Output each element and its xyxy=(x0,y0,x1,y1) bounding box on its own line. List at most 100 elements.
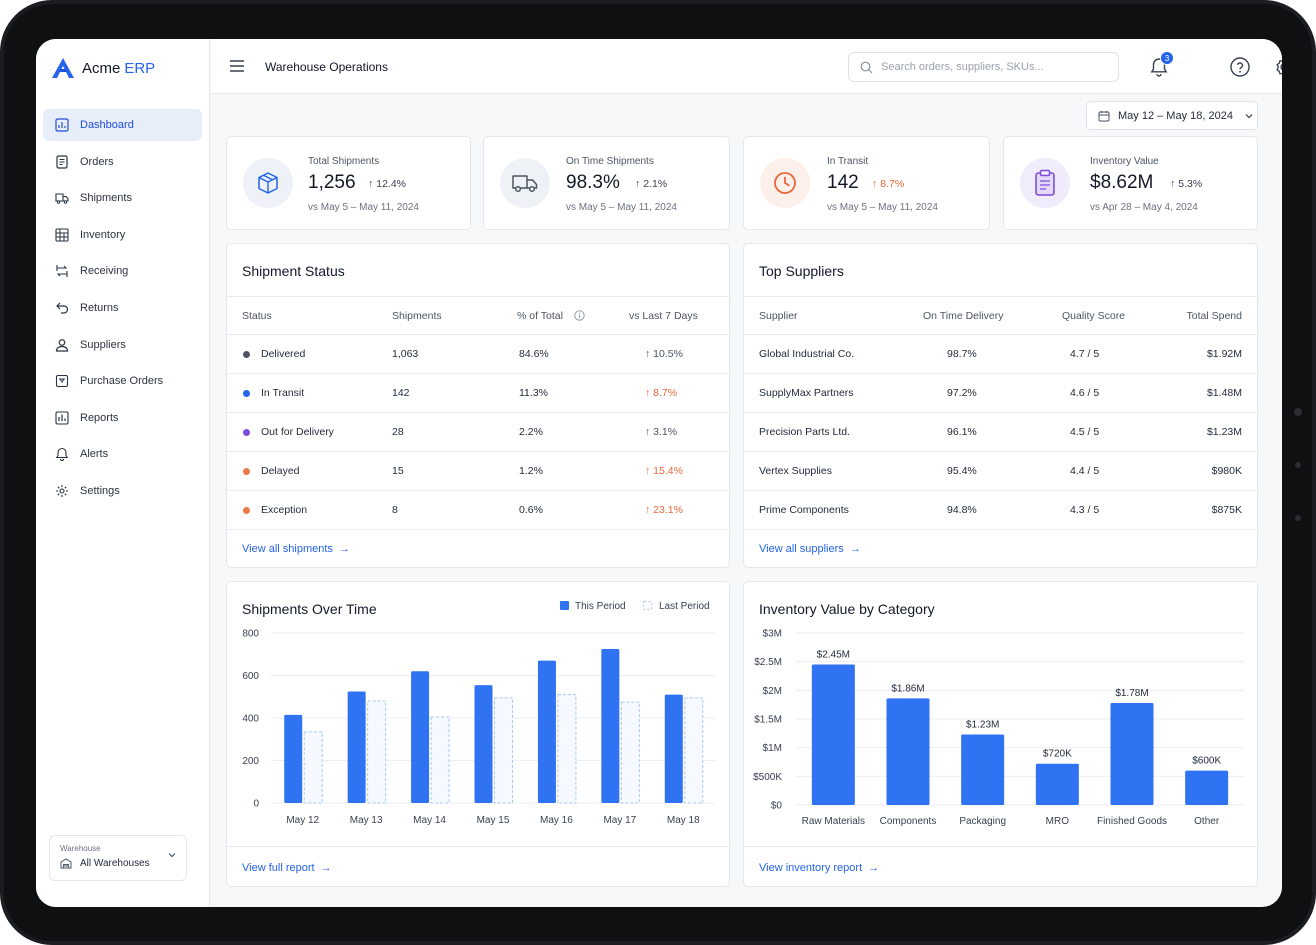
legend-label: This Period xyxy=(575,601,626,612)
arrow-up-icon: ↑ xyxy=(645,504,654,516)
table-row[interactable]: Global Industrial Co. 98.7% 4.7 / 5 $1.92M xyxy=(744,335,1257,374)
supplier-name: Precision Parts Ltd. xyxy=(759,426,851,438)
column-header[interactable]: Shipments xyxy=(392,310,442,322)
device-sensor xyxy=(1295,515,1301,521)
legend-swatch-last-period xyxy=(643,601,652,610)
table-row[interactable]: In Transit 142 11.3% ↑ 8.7% xyxy=(227,374,729,413)
search-box[interactable] xyxy=(848,52,1119,82)
gear-icon xyxy=(1276,59,1282,75)
view-inventory-report-link[interactable]: View inventory report → xyxy=(759,862,879,874)
on-time-delivery: 96.1% xyxy=(947,426,977,438)
bar-this-period xyxy=(411,671,430,803)
change-vs-last-7-days: ↑ 8.7% xyxy=(645,387,677,399)
link-label: View full report xyxy=(242,862,315,874)
status-name: Delivered xyxy=(261,348,306,360)
x-tick-label: Components xyxy=(880,816,937,827)
warehouse-selector[interactable]: Warehouse All Warehouses xyxy=(49,835,187,881)
table-header: Status Shipments % of Total vs Last 7 Da… xyxy=(227,296,729,335)
logo-icon xyxy=(52,58,74,78)
y-tick-label: $2M xyxy=(763,686,782,697)
help-button[interactable] xyxy=(1229,56,1251,78)
table-row[interactable]: SupplyMax Partners 97.2% 4.6 / 5 $1.48M xyxy=(744,374,1257,413)
change-vs-last-7-days: ↑ 15.4% xyxy=(645,465,683,477)
column-header[interactable]: Status xyxy=(242,310,272,322)
kpi-change-value: 5.3% xyxy=(1178,178,1203,190)
date-range-picker[interactable]: May 12 – May 18, 2024 xyxy=(1086,101,1258,130)
y-tick-label: $1.5M xyxy=(754,715,782,726)
view-all-suppliers-link[interactable]: View all suppliers → xyxy=(759,543,861,555)
brand-logo[interactable]: Acme ERP xyxy=(52,57,155,79)
table-row[interactable]: Delivered 1,063 84.6% ↑ 10.5% xyxy=(227,335,729,374)
x-tick-label: Packaging xyxy=(959,816,1006,827)
inventory-value-card: Inventory Value by Category $0 $500K $1M $1… xyxy=(743,581,1258,887)
status-name: Exception xyxy=(261,504,308,516)
sidebar-item-label: Purchase Orders xyxy=(80,375,164,388)
shipments-count: 15 xyxy=(392,465,404,477)
search-input[interactable] xyxy=(881,58,1111,76)
view-all-shipments-link[interactable]: View all shipments → xyxy=(242,543,350,555)
sidebar-item-alerts[interactable]: Alerts xyxy=(43,438,202,470)
warehouse-icon xyxy=(60,858,72,869)
notifications-button[interactable]: 3 xyxy=(1148,51,1174,78)
table-row[interactable]: Delayed 15 1.2% ↑ 15.4% xyxy=(227,452,729,491)
sidebar-item-dashboard[interactable]: Dashboard xyxy=(43,109,202,141)
column-header[interactable]: vs Last 7 Days xyxy=(629,310,698,322)
help-icon xyxy=(1230,57,1250,77)
info-icon[interactable] xyxy=(574,310,585,321)
settings-button[interactable] xyxy=(1273,56,1282,78)
x-tick-label: May 15 xyxy=(477,815,510,826)
sidebar-item-label: Settings xyxy=(80,484,120,497)
x-tick-label: May 18 xyxy=(667,815,700,826)
column-header[interactable]: Supplier xyxy=(759,310,798,322)
shipments-count: 142 xyxy=(392,387,410,399)
column-header[interactable]: Quality Score xyxy=(1062,310,1126,322)
sidebar-item-inventory[interactable]: Inventory xyxy=(43,219,202,251)
sidebar-item-reports[interactable]: Reports xyxy=(43,402,202,434)
bar-last-period xyxy=(684,697,704,804)
menu-icon[interactable] xyxy=(229,59,245,73)
arrow-right-icon: → xyxy=(849,543,861,555)
sidebar-item-orders[interactable]: Orders xyxy=(43,146,202,178)
kpi-icon-wrap xyxy=(1020,158,1070,208)
purchase-orders-icon xyxy=(55,375,69,388)
sidebar-item-shipments[interactable]: Shipments xyxy=(43,182,202,214)
y-tick-label: 600 xyxy=(242,671,259,682)
kpi-value: $8.62M xyxy=(1090,172,1154,193)
table-row[interactable]: Vertex Supplies 95.4% 4.4 / 5 $980K xyxy=(744,452,1257,491)
table-row[interactable]: Out for Delivery 28 2.2% ↑ 3.1% xyxy=(227,413,729,452)
bar-last-period xyxy=(620,701,640,804)
sidebar-item-purchase-orders[interactable]: Purchase Orders xyxy=(43,365,202,397)
sidebar-item-label: Dashboard xyxy=(80,119,134,131)
reports-icon xyxy=(55,411,69,425)
sidebar-item-returns[interactable]: Returns xyxy=(43,292,202,324)
divider xyxy=(227,846,729,847)
view-full-report-link[interactable]: View full report → xyxy=(242,862,332,874)
sidebar-item-receiving[interactable]: Receiving xyxy=(43,255,202,287)
column-header[interactable]: % of Total xyxy=(517,310,563,322)
sidebar-item-suppliers[interactable]: Suppliers xyxy=(43,329,202,361)
column-header[interactable]: On Time Delivery xyxy=(923,310,1004,322)
kpi-card-on-time-shipments[interactable]: On Time Shipments 98.3% ↑ 2.1% vs May 5 –… xyxy=(483,136,730,230)
table-row[interactable]: Exception 8 0.6% ↑ 23.1% xyxy=(227,491,729,530)
kpi-icon-wrap xyxy=(760,158,810,208)
kpi-card-in-transit[interactable]: In Transit 142 ↑ 8.7% vs May 5 – May 11, … xyxy=(743,136,990,230)
box-icon xyxy=(258,172,278,194)
sidebar-item-settings[interactable]: Settings xyxy=(43,475,202,507)
kpi-card-inventory-value[interactable]: Inventory Value $8.62M ↑ 5.3% vs Apr 28 –… xyxy=(1003,136,1258,230)
column-header[interactable]: Total Spend xyxy=(1186,310,1242,322)
kpi-compare: vs May 5 – May 11, 2024 xyxy=(827,202,938,213)
search-icon xyxy=(860,61,873,74)
card-title: Top Suppliers xyxy=(759,263,844,279)
percent-of-total: 0.6% xyxy=(519,504,543,516)
kpi-card-total-shipments[interactable]: Total Shipments 1,256 ↑ 12.4% vs May 5 – … xyxy=(226,136,471,230)
table-row[interactable]: Prime Components 94.8% 4.3 / 5 $875K xyxy=(744,491,1257,530)
supplier-name: Global Industrial Co. xyxy=(759,348,855,360)
warehouse-value-row: All Warehouses xyxy=(60,858,150,869)
kpi-change: ↑ 8.7% xyxy=(872,178,904,190)
receiving-icon xyxy=(56,265,68,278)
table-row[interactable]: Precision Parts Ltd. 96.1% 4.5 / 5 $1.23M xyxy=(744,413,1257,452)
shipments-count: 1,063 xyxy=(392,348,419,360)
link-label: View all shipments xyxy=(242,543,333,555)
card-title: Inventory Value by Category xyxy=(759,601,935,617)
